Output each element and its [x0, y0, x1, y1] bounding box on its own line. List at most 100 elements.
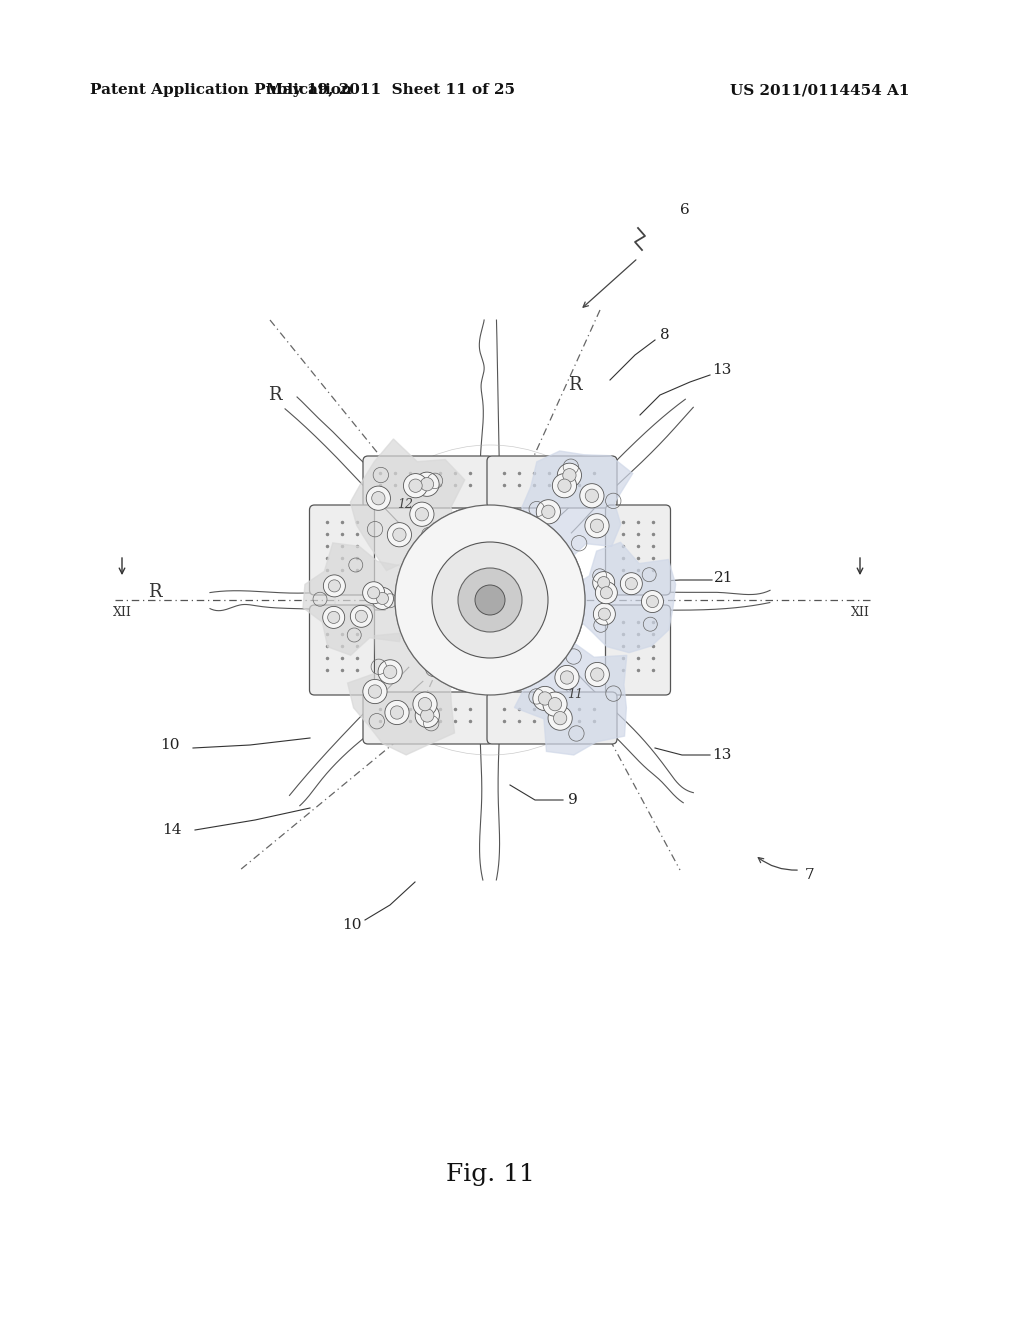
Circle shape [383, 665, 396, 678]
Circle shape [409, 479, 422, 492]
Circle shape [390, 706, 403, 719]
Circle shape [362, 680, 387, 704]
FancyBboxPatch shape [487, 692, 617, 744]
FancyBboxPatch shape [605, 506, 671, 595]
Circle shape [395, 506, 585, 696]
Circle shape [435, 545, 545, 655]
Circle shape [421, 709, 434, 722]
Circle shape [557, 463, 582, 487]
Polygon shape [350, 440, 465, 570]
Circle shape [560, 671, 573, 684]
Text: 13: 13 [712, 748, 731, 762]
Circle shape [600, 586, 612, 599]
Circle shape [416, 508, 429, 521]
Circle shape [593, 603, 615, 626]
Text: R: R [568, 376, 582, 393]
Circle shape [458, 568, 522, 632]
FancyBboxPatch shape [605, 605, 671, 696]
Circle shape [368, 586, 380, 599]
Circle shape [580, 483, 604, 508]
Circle shape [563, 469, 577, 482]
Circle shape [377, 593, 388, 605]
Circle shape [372, 491, 385, 504]
Text: 11: 11 [567, 689, 583, 701]
Circle shape [554, 711, 567, 725]
Text: May 19, 2011  Sheet 11 of 25: May 19, 2011 Sheet 11 of 25 [265, 83, 514, 96]
Circle shape [543, 692, 567, 717]
Circle shape [598, 577, 609, 589]
Circle shape [646, 595, 658, 607]
Polygon shape [565, 543, 676, 652]
Circle shape [385, 701, 410, 725]
Circle shape [415, 473, 439, 496]
Polygon shape [303, 543, 404, 655]
FancyBboxPatch shape [309, 605, 375, 696]
Circle shape [532, 686, 557, 710]
Text: 10: 10 [160, 738, 179, 752]
Circle shape [593, 572, 614, 594]
Circle shape [403, 474, 428, 498]
Polygon shape [522, 451, 633, 564]
Circle shape [324, 576, 345, 597]
Circle shape [350, 606, 373, 627]
Circle shape [585, 513, 609, 537]
Circle shape [595, 582, 617, 603]
Text: Patent Application Publication: Patent Application Publication [90, 83, 352, 96]
Circle shape [395, 506, 585, 696]
Circle shape [475, 585, 505, 615]
Circle shape [537, 500, 560, 524]
FancyBboxPatch shape [309, 506, 375, 595]
Circle shape [555, 665, 580, 689]
Polygon shape [514, 635, 627, 755]
Text: 14: 14 [162, 822, 181, 837]
Circle shape [626, 578, 637, 590]
Text: R: R [148, 583, 162, 601]
Text: 8: 8 [660, 327, 670, 342]
Circle shape [372, 587, 393, 610]
Text: 9: 9 [568, 793, 578, 807]
Circle shape [410, 502, 434, 527]
Circle shape [585, 663, 609, 686]
FancyBboxPatch shape [362, 455, 493, 508]
Text: 10: 10 [342, 917, 361, 932]
FancyBboxPatch shape [362, 692, 493, 744]
Circle shape [323, 606, 345, 628]
Circle shape [591, 519, 604, 532]
Circle shape [552, 474, 577, 498]
Text: XII: XII [113, 606, 131, 619]
Text: US 2011/0114454 A1: US 2011/0114454 A1 [730, 83, 909, 96]
Circle shape [598, 609, 610, 620]
Circle shape [387, 523, 412, 546]
Circle shape [355, 610, 368, 622]
Circle shape [539, 692, 552, 705]
Circle shape [586, 490, 599, 503]
FancyBboxPatch shape [487, 455, 617, 508]
Circle shape [548, 706, 572, 730]
Text: XII: XII [851, 606, 869, 619]
Text: R: R [268, 385, 282, 404]
Circle shape [591, 668, 604, 681]
Circle shape [419, 697, 432, 710]
Text: Fig. 11: Fig. 11 [445, 1163, 535, 1187]
Circle shape [413, 692, 437, 717]
Circle shape [542, 506, 555, 519]
Text: 13: 13 [712, 363, 731, 378]
Circle shape [362, 582, 385, 603]
Text: 12: 12 [397, 499, 413, 511]
Text: 21: 21 [714, 572, 733, 585]
Circle shape [415, 704, 439, 727]
Polygon shape [347, 632, 458, 755]
Circle shape [548, 697, 561, 710]
Circle shape [432, 543, 548, 657]
Circle shape [329, 579, 340, 591]
Circle shape [393, 528, 407, 541]
Circle shape [621, 573, 642, 595]
Circle shape [369, 685, 382, 698]
Circle shape [328, 611, 340, 623]
Circle shape [558, 479, 571, 492]
Circle shape [378, 660, 402, 684]
Text: 7: 7 [805, 869, 815, 882]
Circle shape [367, 486, 390, 511]
Text: 6: 6 [680, 203, 690, 216]
Circle shape [641, 590, 664, 612]
